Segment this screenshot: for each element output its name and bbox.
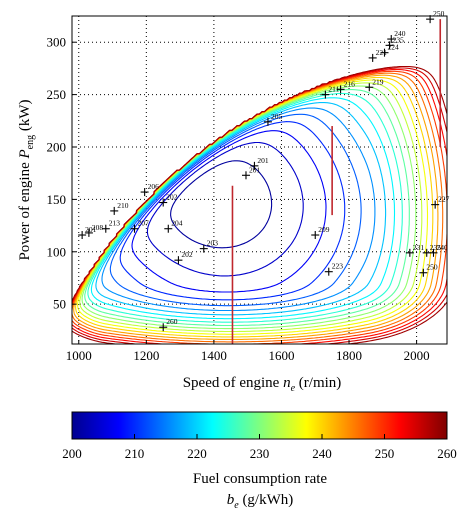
operating-point: 209 <box>311 225 330 240</box>
point-label: 216 <box>344 79 356 88</box>
point-label: 260 <box>166 317 178 326</box>
point-label: 250 <box>433 9 445 18</box>
operating-point: 206 <box>140 182 160 197</box>
operating-point: 250 <box>419 263 438 277</box>
point-label: 201 <box>257 156 269 165</box>
colorbar-label: Fuel consumption rate <box>193 471 327 487</box>
operating-point: 240 <box>429 243 448 257</box>
operating-point: 201 <box>78 225 97 240</box>
y-tick-label: 150 <box>47 192 67 207</box>
x-tick-label: 1600 <box>268 348 294 363</box>
point-label: 201 <box>85 225 97 234</box>
y-tick-label: 50 <box>53 297 66 312</box>
colorbar-unit: be (g/kWh) <box>227 492 294 511</box>
point-label: 224 <box>388 43 400 52</box>
plot-background <box>72 16 447 344</box>
contour-line <box>170 160 273 249</box>
contour-line <box>84 89 410 327</box>
contour-line <box>72 65 447 344</box>
operating-point: 201 <box>250 156 269 170</box>
x-axis-label: Speed of engine ne (r/min) <box>183 375 342 394</box>
colorbar-ticks: 200 210 220 230 240 250 260 <box>62 434 457 461</box>
contour-line <box>131 130 327 293</box>
point-label: 210 <box>117 201 129 210</box>
contour-line <box>109 113 362 307</box>
operating-point: 231 <box>405 243 425 257</box>
x-tick-label: 1000 <box>66 348 92 363</box>
operating-point: 213 <box>101 219 121 233</box>
operating-point: 235 <box>422 243 442 257</box>
contour-lines <box>72 65 447 344</box>
colorbar-tick-label: 240 <box>312 446 332 461</box>
operating-point: 224 <box>380 43 400 57</box>
x-tick-label: 1800 <box>336 348 362 363</box>
point-label: 231 <box>413 243 425 252</box>
colorbar-tick-label: 230 <box>250 446 270 461</box>
point-label: 235 <box>430 243 442 252</box>
grid-lines <box>72 16 447 344</box>
operating-point: 202 <box>174 250 193 265</box>
operating-point: 219 <box>365 77 384 92</box>
operating-point: 210 <box>110 201 129 215</box>
contour-line <box>87 92 403 323</box>
point-label: 227 <box>438 195 450 204</box>
point-label: 211 <box>328 85 339 94</box>
operating-point: 208 <box>84 223 104 237</box>
operating-point: 203 <box>199 239 219 253</box>
operating-limit-lines <box>231 19 442 344</box>
point-label: 203 <box>207 239 219 248</box>
y-axis-label: Power of engine Peng (kW) <box>17 99 36 260</box>
plot-frame <box>71 15 448 345</box>
point-label: 202 <box>181 250 193 259</box>
point-label: 235 <box>393 35 405 44</box>
point-label: 205 <box>271 112 283 121</box>
y-tick-label: 250 <box>47 87 67 102</box>
point-label: 240 <box>436 243 448 252</box>
operating-point: 260 <box>159 317 178 332</box>
x-tick-label: 1400 <box>201 348 227 363</box>
contour-line <box>101 107 376 312</box>
x-axis-ticks: 1000 1200 1400 1600 1800 2000 <box>66 340 430 363</box>
operating-point: 207 <box>130 219 150 233</box>
y-tick-label: 200 <box>47 139 67 154</box>
x-tick-label: 2000 <box>404 348 430 363</box>
operating-point: 204 <box>164 219 183 233</box>
colorbar-tick-label: 210 <box>125 446 145 461</box>
colorbar-tick-label: 250 <box>375 446 395 461</box>
point-label: 250 <box>426 263 438 272</box>
contour-line <box>146 141 304 277</box>
point-label: 240 <box>394 29 406 38</box>
colorbar-tick-label: 200 <box>62 446 82 461</box>
point-label: 202 <box>166 193 178 202</box>
operating-point: 227 <box>431 195 450 209</box>
operating-point: 216 <box>336 79 356 94</box>
point-label: 207 <box>138 219 150 228</box>
contour-line <box>95 102 387 316</box>
x-tick-label: 1200 <box>133 348 159 363</box>
y-tick-label: 100 <box>47 244 67 259</box>
point-label: 209 <box>318 225 330 234</box>
point-label: 213 <box>109 219 121 228</box>
colorbar-tick-label: 220 <box>187 446 207 461</box>
point-label: 219 <box>372 77 384 86</box>
contour-line <box>119 121 346 301</box>
operating-point: 223 <box>324 262 344 276</box>
operating-point: 211 <box>321 85 340 99</box>
operating-point: 202 <box>159 193 178 207</box>
colorbar-tick-label: 260 <box>437 446 457 461</box>
point-label: 204 <box>171 219 183 228</box>
operating-points: 2012082132102072062022042022032012012052… <box>78 9 450 332</box>
point-label: 206 <box>148 182 160 191</box>
operating-point: 235 <box>385 35 405 50</box>
operating-point: 240 <box>387 29 406 44</box>
operating-point: 205 <box>263 112 283 126</box>
y-axis-ticks: 50 100 150 200 250 300 <box>47 35 76 312</box>
y-tick-label: 300 <box>47 35 67 50</box>
point-label: 208 <box>92 223 104 232</box>
point-label: 223 <box>332 262 344 271</box>
